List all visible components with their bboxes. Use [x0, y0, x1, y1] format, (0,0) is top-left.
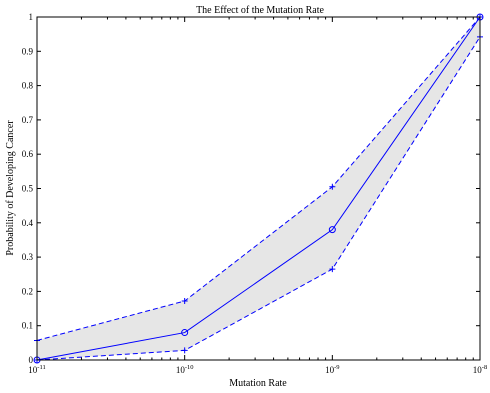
y-tick-label: 0.4 — [22, 218, 34, 228]
y-tick-label: 1 — [29, 12, 34, 22]
x-tick-label: 10-10 — [176, 364, 194, 375]
data-point — [181, 298, 188, 305]
series-layer — [33, 13, 484, 364]
data-point — [181, 347, 188, 354]
y-tick-label: 0.2 — [22, 286, 33, 296]
y-tick-label: 0.3 — [22, 252, 34, 262]
x-axis: 10-11 10-10 10-9 10-8 — [28, 17, 487, 375]
y-tick-label: 0.9 — [22, 46, 34, 56]
y-axis: 0 0.1 0.2 0.3 0.4 0.5 0.6 0.7 0.8 0.9 1 — [22, 12, 480, 365]
data-point — [329, 183, 336, 190]
y-tick-label: 0.8 — [22, 81, 34, 91]
data-point — [181, 329, 189, 337]
x-tick-label: 10-11 — [28, 364, 45, 375]
data-point — [328, 226, 336, 234]
band-fill — [37, 17, 480, 360]
y-axis-label: Probability of Developing Cancer — [5, 120, 16, 256]
series-line — [36, 36, 481, 361]
y-tick-label: 0 — [29, 355, 34, 365]
y-tick-label: 0.5 — [22, 184, 34, 194]
x-axis-label: Mutation Rate — [229, 378, 287, 389]
y-tick-label: 0.6 — [22, 149, 34, 159]
mean-series — [33, 13, 484, 364]
data-point — [329, 266, 336, 273]
y-tick-label: 0.1 — [22, 321, 33, 331]
lower-bound-series — [34, 33, 483, 363]
series-line — [36, 16, 481, 341]
y-tick-label: 0.7 — [22, 115, 34, 125]
x-tick-label: 10-9 — [325, 364, 339, 375]
chart-title: The Effect of the Mutation Rate — [196, 5, 324, 16]
series-line — [36, 16, 481, 361]
x-tick-label: 10-8 — [473, 364, 487, 375]
confidence-band — [37, 17, 480, 360]
